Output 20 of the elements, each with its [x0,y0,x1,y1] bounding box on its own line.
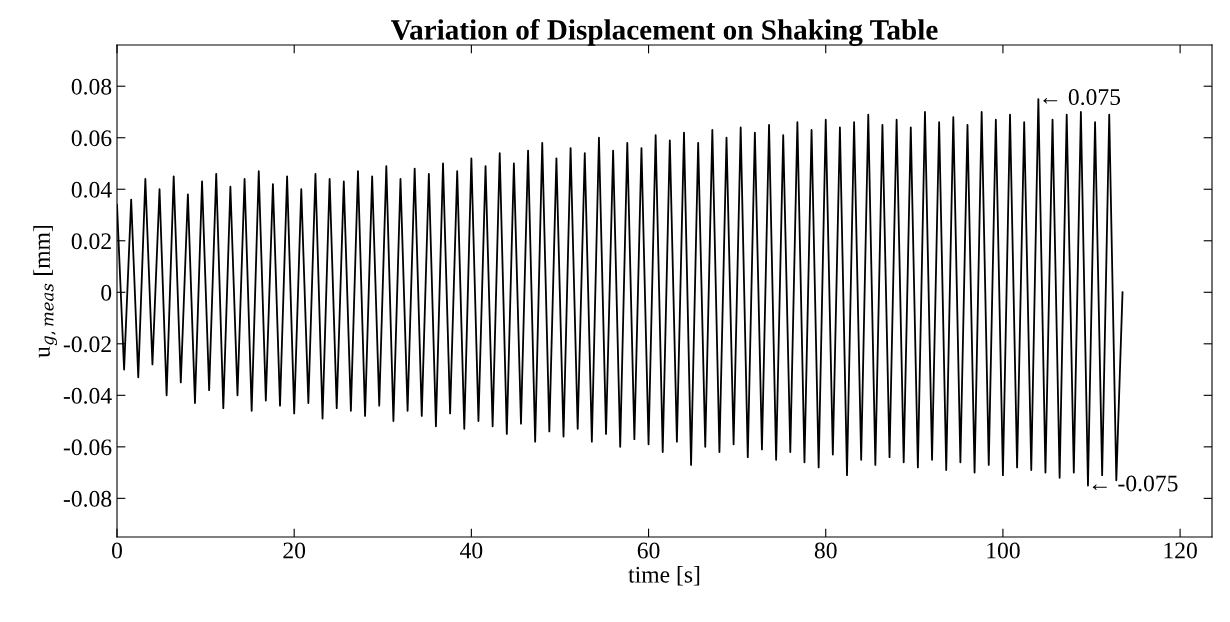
x-tick-label: 40 [460,542,483,559]
chart-title: Variation of Displacement on Shaking Table [391,18,938,46]
y-tick-label: 0.04 [71,181,112,198]
y-tick-label: 0.06 [71,130,112,147]
x-tick-label: 100 [987,542,1020,559]
x-tick-label: 120 [1164,542,1197,559]
x-axis-title: time [s] [628,566,700,586]
y-tick-label: 0.08 [71,78,112,95]
annotation: ← -0.075 [1092,475,1178,492]
x-tick-label: 60 [637,542,660,559]
x-tick-label: 80 [814,542,837,559]
x-tick-label: 20 [283,542,306,559]
annotation: ← 0.075 [1043,89,1121,106]
y-tick-label: -0.04 [63,387,112,404]
y-axis-title: u$_{g,meas}$ [mm] [33,225,58,358]
y-tick-label: -0.06 [63,439,112,456]
y-tick-label: -0.08 [63,490,112,507]
y-tick-label: -0.02 [63,336,111,353]
y-tick-label: 0 [101,284,112,301]
y-tick-label: 0.02 [71,233,111,250]
